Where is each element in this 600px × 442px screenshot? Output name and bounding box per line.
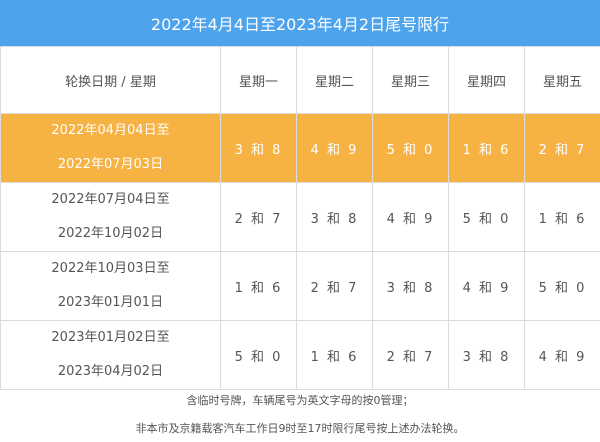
table-header-row: 轮换日期 / 星期 星期一 星期二 星期三 星期四 星期五 [0, 46, 600, 114]
day-cell: 5 和 0 [220, 320, 297, 390]
period-cell: 2023年01月02日至 2023年04月02日 [0, 320, 221, 390]
day-cell: 5 和 0 [524, 251, 600, 321]
day-cell: 2 和 7 [220, 182, 297, 252]
day-cell: 2 和 7 [524, 113, 600, 183]
period-start: 2022年10月03日至 [51, 261, 170, 276]
day-cell: 3 和 8 [448, 320, 525, 390]
day-cell: 3 和 8 [372, 251, 449, 321]
day-cell: 4 和 9 [296, 113, 373, 183]
page-title: 2022年4月4日至2023年4月2日尾号限行 [0, 0, 600, 46]
period-cell: 2022年07月04日至 2022年10月02日 [0, 182, 221, 252]
day-cell: 4 和 9 [372, 182, 449, 252]
restriction-table: 轮换日期 / 星期 星期一 星期二 星期三 星期四 星期五 2022年04月04… [0, 46, 600, 390]
column-header-period: 轮换日期 / 星期 [0, 46, 221, 114]
period-start: 2022年04月04日至 [51, 123, 170, 138]
day-cell: 3 和 8 [296, 182, 373, 252]
column-header-friday: 星期五 [524, 46, 600, 114]
table-row: 2023年01月02日至 2023年04月02日 5 和 0 1 和 6 2 和… [0, 320, 600, 390]
period-cell: 2022年04月04日至 2022年07月03日 [0, 113, 221, 183]
table-row: 2022年07月04日至 2022年10月02日 2 和 7 3 和 8 4 和… [0, 182, 600, 252]
period-end: 2022年07月03日 [57, 157, 164, 172]
table-row: 2022年10月03日至 2023年01月01日 1 和 6 2 和 7 3 和… [0, 251, 600, 321]
footnote-nonlocal-vehicles: 非本市及京籍载客汽车工作日9时至17时限行尾号按上述办法轮换。 [135, 422, 465, 435]
day-cell: 2 和 7 [296, 251, 373, 321]
period-start: 2022年07月04日至 [51, 192, 170, 207]
column-header-monday: 星期一 [220, 46, 297, 114]
day-cell: 4 和 9 [524, 320, 600, 390]
column-header-tuesday: 星期二 [296, 46, 373, 114]
day-cell: 3 和 8 [220, 113, 297, 183]
day-cell: 1 和 6 [448, 113, 525, 183]
period-end: 2023年04月02日 [57, 364, 164, 379]
day-cell: 5 和 0 [448, 182, 525, 252]
period-cell: 2022年10月03日至 2023年01月01日 [0, 251, 221, 321]
column-header-wednesday: 星期三 [372, 46, 449, 114]
day-cell: 1 和 6 [220, 251, 297, 321]
table-row: 2022年04月04日至 2022年07月03日 3 和 8 4 和 9 5 和… [0, 113, 600, 183]
footnote-temporary-plates: 含临时号牌，车辆尾号为英文字母的按0管理； [186, 394, 414, 407]
day-cell: 4 和 9 [448, 251, 525, 321]
period-end: 2023年01月01日 [57, 295, 164, 310]
day-cell: 1 和 6 [524, 182, 600, 252]
day-cell: 1 和 6 [296, 320, 373, 390]
period-end: 2022年10月02日 [57, 226, 164, 241]
day-cell: 5 和 0 [372, 113, 449, 183]
period-start: 2023年01月02日至 [51, 330, 170, 345]
column-header-thursday: 星期四 [448, 46, 525, 114]
day-cell: 2 和 7 [372, 320, 449, 390]
